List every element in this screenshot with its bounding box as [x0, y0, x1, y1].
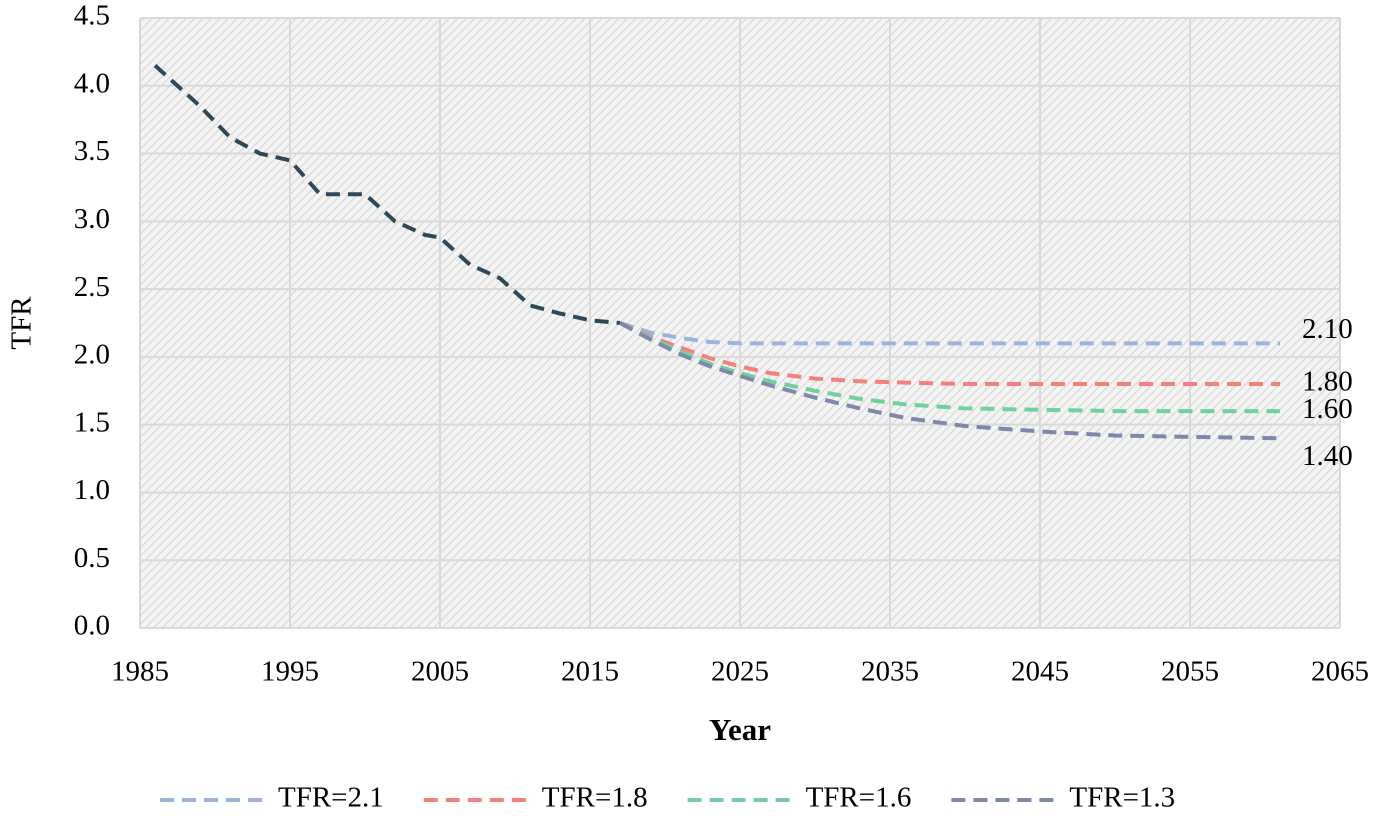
- y-tick-label: 0.5: [74, 542, 110, 574]
- x-tick-label: 2005: [411, 656, 469, 688]
- end-label: 1.40: [1302, 440, 1353, 472]
- x-tick-label: 2015: [561, 656, 619, 688]
- legend-label: TFR=1.8: [542, 782, 648, 814]
- x-tick-label: 2035: [861, 656, 919, 688]
- series-line: [619, 321, 1281, 441]
- x-tick-label: 2065: [1311, 656, 1369, 688]
- y-tick-label: 1.5: [74, 406, 110, 438]
- y-tick-label: 2.0: [74, 339, 110, 371]
- y-tick-label: 3.5: [74, 135, 110, 167]
- legend-label: TFR=1.3: [1069, 782, 1175, 814]
- y-tick-label: 0.0: [74, 610, 110, 642]
- series-line: [153, 63, 621, 325]
- x-tick-label: 1995: [261, 656, 319, 688]
- x-tick-label: 2045: [1011, 656, 1069, 688]
- y-axis-title: TFR: [6, 296, 38, 350]
- y-tick-label: 1.0: [74, 474, 110, 506]
- legend-label: TFR=2.1: [278, 782, 384, 814]
- series-line: [619, 321, 1280, 386]
- end-label: 1.80: [1302, 366, 1353, 398]
- x-axis-title: Year: [709, 712, 771, 747]
- end-label: 1.60: [1302, 393, 1353, 425]
- x-tick-label: 2025: [711, 656, 769, 688]
- x-tick-label: 2055: [1161, 656, 1219, 688]
- x-tick-label: 1985: [111, 656, 169, 688]
- legend-label: TFR=1.6: [806, 782, 912, 814]
- y-tick-label: 3.0: [74, 203, 110, 235]
- series-line: [619, 321, 1280, 346]
- end-label: 2.10: [1302, 313, 1353, 345]
- y-tick-label: 4.5: [74, 0, 110, 32]
- y-tick-label: 2.5: [74, 271, 110, 303]
- y-tick-label: 4.0: [74, 67, 110, 99]
- series-line: [619, 321, 1280, 414]
